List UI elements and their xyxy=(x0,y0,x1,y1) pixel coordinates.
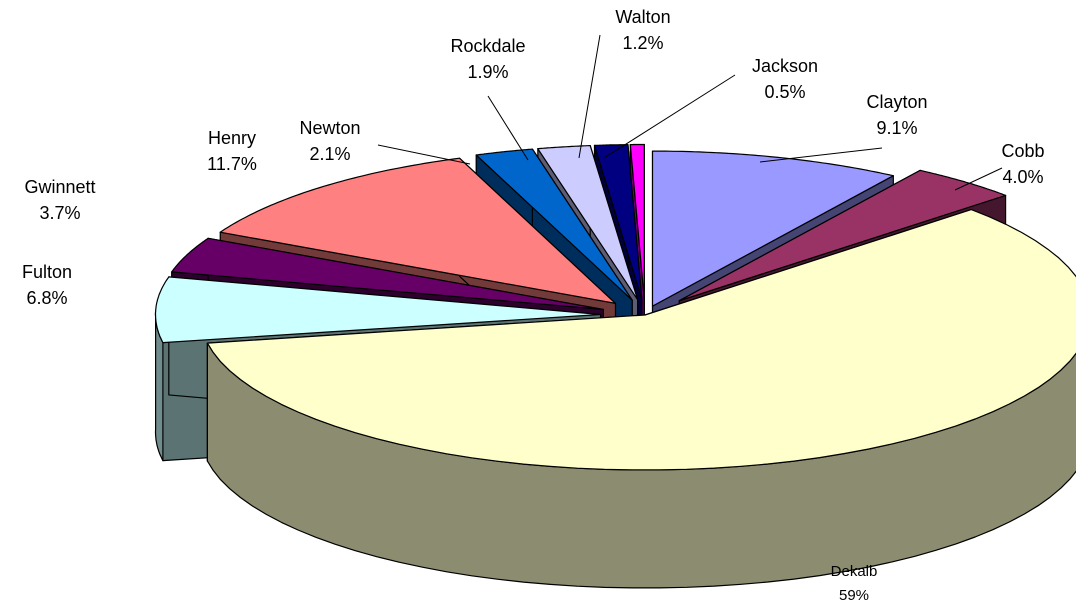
slice-clayton xyxy=(651,150,894,307)
slice-newton xyxy=(475,148,633,301)
leader-line-cobb xyxy=(954,167,1003,191)
slice-value-rockdale: 1.9% xyxy=(467,62,508,82)
slice-value-cobb: 4.0% xyxy=(1002,167,1043,187)
slice-label-walton: Walton xyxy=(615,7,670,27)
leader-line-walton xyxy=(578,34,601,159)
slice-fulton xyxy=(154,276,602,344)
slice-label-henry: Henry xyxy=(208,128,256,148)
slice-label-jackson: Jackson xyxy=(752,56,818,76)
slice-walton xyxy=(593,144,643,301)
slice-value-newton: 2.1% xyxy=(309,144,350,164)
slice-value-dekalb: 59% xyxy=(839,587,869,604)
leader-lines xyxy=(377,34,1003,191)
slice-henry xyxy=(219,157,617,304)
slice-label-fulton: Fulton xyxy=(22,262,72,282)
slice-tops xyxy=(154,143,1076,471)
leader-line-clayton xyxy=(759,147,883,163)
slice-label-clayton: Clayton xyxy=(866,92,927,112)
slice-label-rockdale: Rockdale xyxy=(450,36,525,56)
slice-gwinnett xyxy=(171,237,604,311)
slice-value-henry: 11.7% xyxy=(207,154,257,174)
slice-label-newton: Newton xyxy=(299,118,360,138)
slice-rockdale xyxy=(537,145,639,301)
slice-label-gwinnett: Gwinnett xyxy=(24,177,95,197)
slice-labels: Clayton 9.1% Cobb 4.0% Dekalb 59% Fulton 6.8% Gw… xyxy=(22,7,1045,604)
leader-line-newton xyxy=(377,144,471,165)
slice-value-clayton: 9.1% xyxy=(876,118,917,138)
slice-label-cobb: Cobb xyxy=(1001,141,1044,161)
slice-dekalb xyxy=(206,209,1076,471)
slice-value-walton: 1.2% xyxy=(622,33,663,53)
slice-value-fulton: 6.8% xyxy=(26,288,67,308)
leader-line-rockdale xyxy=(487,95,529,161)
slice-cobb xyxy=(678,169,1007,302)
slice-label-dekalb: Dekalb xyxy=(831,563,878,580)
leader-line-jackson xyxy=(603,74,736,159)
slice-value-jackson: 0.5% xyxy=(764,82,805,102)
slice-jackson xyxy=(629,143,645,301)
slice-value-gwinnett: 3.7% xyxy=(39,203,80,223)
